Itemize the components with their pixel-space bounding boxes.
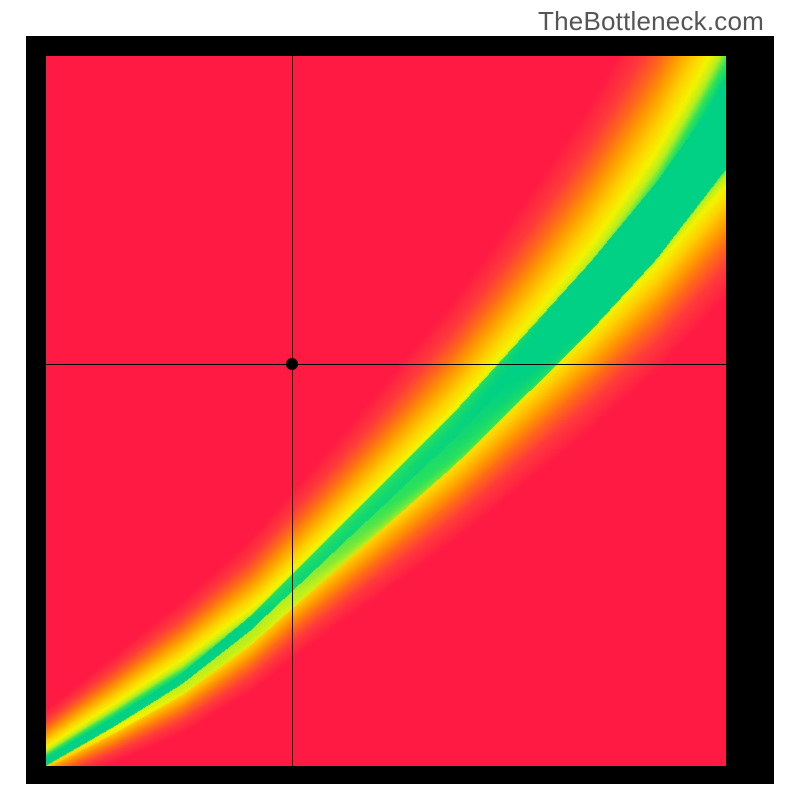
- chart-outer-frame: [26, 36, 774, 784]
- crosshair-vertical: [292, 56, 293, 766]
- crosshair-horizontal: [46, 364, 726, 365]
- watermark-text: TheBottleneck.com: [538, 6, 764, 37]
- bottleneck-heatmap: [46, 56, 726, 766]
